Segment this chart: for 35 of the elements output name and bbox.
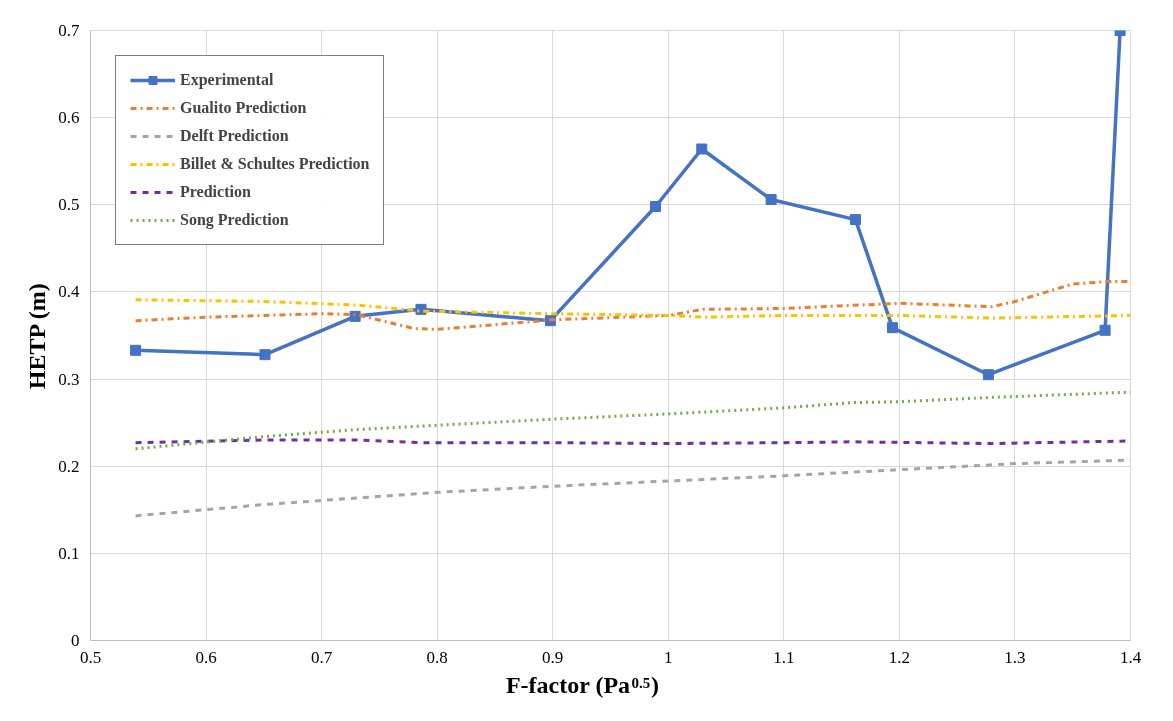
y-tick-label: 0.5	[58, 195, 80, 215]
point	[130, 344, 142, 356]
legend-label: Prediction	[180, 183, 251, 201]
y-tick-label: 0.6	[58, 108, 80, 128]
y-axis-title: HETP (m)	[24, 283, 51, 390]
legend-label: Delft Prediction	[180, 127, 289, 145]
x-tick-label: 1.1	[773, 647, 795, 667]
point	[765, 194, 777, 206]
legend-label: Gualito Prediction	[180, 99, 307, 117]
point	[886, 322, 898, 334]
point	[1099, 324, 1111, 336]
legend-label: Experimental	[180, 71, 274, 89]
legend-label: Billet & Schultes Prediction	[180, 155, 370, 173]
y-tick-label: 0.7	[58, 21, 80, 40]
point	[349, 310, 361, 322]
y-tick-label: 0.3	[58, 369, 80, 389]
y-tick-label: 0.2	[58, 456, 80, 476]
point	[696, 143, 708, 155]
x-tick-label: 0.6	[195, 647, 217, 667]
x-tick-label: 1	[664, 647, 673, 667]
point	[982, 369, 994, 381]
point	[259, 349, 271, 361]
x-tick-label: 0.5	[79, 647, 102, 667]
x-tick-label: 1.2	[888, 647, 911, 667]
x-tick-label: 0.8	[426, 647, 448, 667]
x-tick-label: 0.9	[542, 647, 564, 667]
x-tick-label: 0.7	[310, 647, 333, 667]
legend-label: Song Prediction	[180, 211, 289, 229]
point	[849, 214, 861, 226]
x-tick-label: 1.3	[1004, 647, 1026, 667]
y-tick-label: 0.1	[58, 543, 80, 563]
point	[650, 201, 662, 213]
y-tick-label: 0	[71, 631, 80, 650]
x-tick-label: 1.4	[1119, 647, 1142, 667]
y-tick-label: 0.4	[58, 282, 80, 302]
